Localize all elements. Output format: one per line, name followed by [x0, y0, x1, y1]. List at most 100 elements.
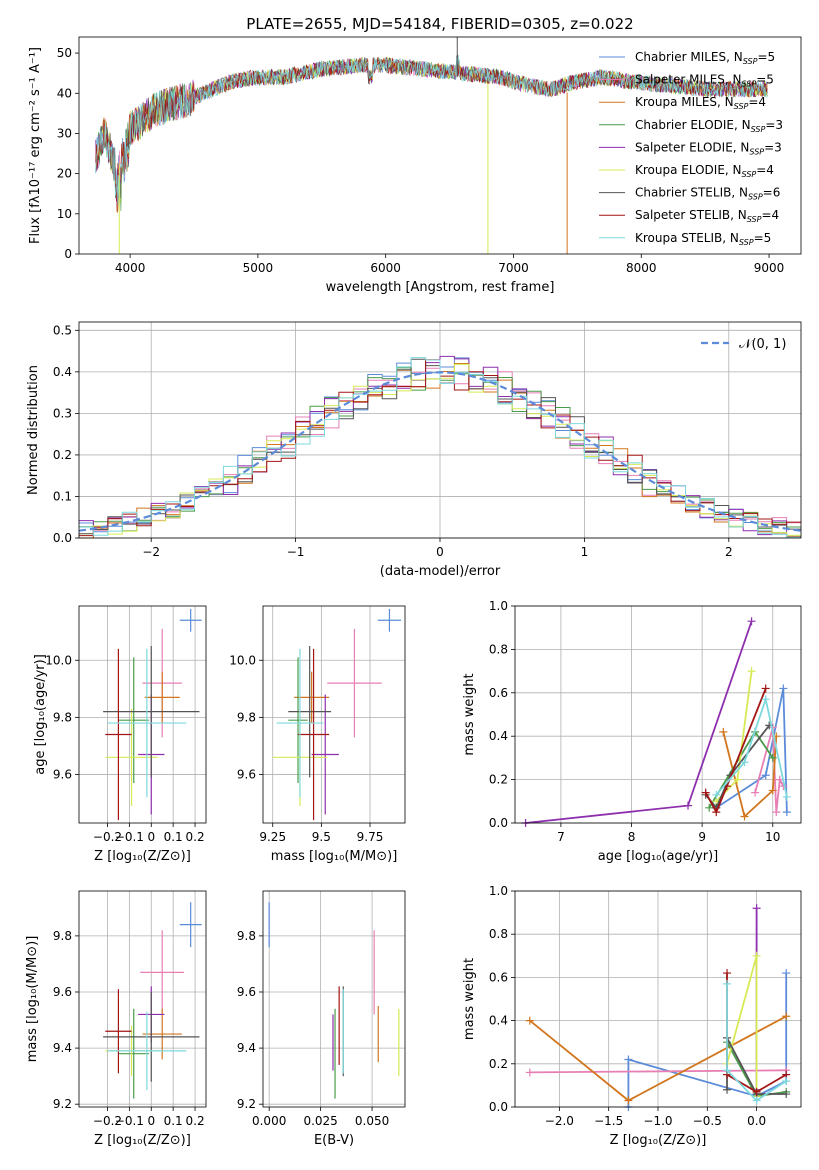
spectrum-ytick-label: 10	[57, 207, 72, 221]
weight-vs-age-point-marker	[712, 808, 721, 817]
residuals-ytick-label: 0.5	[53, 323, 72, 337]
mass-vs-EBV-ytick-label: 9.2	[237, 1097, 256, 1111]
age-vs-mass-xlabel: mass [log₁₀(M/M⊙)]	[271, 849, 398, 864]
age-vs-mass-ytick-label: 9.6	[237, 767, 256, 781]
weight-vs-age-point-marker	[684, 801, 693, 810]
residuals-ytick-label: 0.4	[53, 365, 72, 379]
age-vs-mass-xtick-label: 9.5	[312, 830, 331, 844]
spectrum-xtick-label: 8000	[626, 261, 657, 275]
mass-vs-Z-xtick-label: 0	[147, 1114, 155, 1128]
mass-vs-Z-frame	[78, 890, 207, 1108]
mass-vs-EBV-ytick-label: 9.4	[237, 1041, 256, 1055]
residuals-xtick-label: 2	[725, 545, 733, 559]
weight-vs-age-ytick-label: 0.4	[489, 729, 508, 743]
spectrum-line-7	[95, 57, 768, 212]
age-vs-Z-xtick-label: 0	[147, 830, 155, 844]
age-vs-Z-ytick-label: 9.6	[53, 767, 72, 781]
weight-vs-age-point-marker	[701, 788, 710, 797]
grid-layer	[79, 322, 801, 1108]
age-vs-mass-ytick-label: 9.8	[237, 710, 256, 724]
weight-vs-age-series-line	[704, 688, 767, 815]
spectrum-frame	[78, 36, 802, 255]
spectrum-ytick-label: 50	[57, 46, 72, 60]
weight-vs-age-point-marker	[747, 617, 756, 626]
residual-legend-label: 𝒩(0, 1)	[739, 337, 786, 352]
weight-vs-Z-ytick-label: 0.0	[489, 1100, 508, 1114]
spectrum-legend-label: Kroupa MILES, NSSP=4	[635, 95, 766, 111]
weight-vs-age-point-marker	[712, 790, 721, 799]
age-vs-Z-ylabel: age [log₁₀(age/yr)]	[33, 654, 48, 775]
spectrum-xtick-label: 6000	[370, 261, 401, 275]
weight-vs-age-point-marker	[761, 684, 770, 693]
weight-vs-Z-ytick-label: 0.8	[489, 927, 508, 941]
weight-vs-Z-point-marker	[723, 969, 732, 978]
weight-vs-Z-xtick-label: −1.0	[643, 1114, 672, 1128]
weight-vs-age-xtick-label: 9	[698, 830, 706, 844]
weight-vs-age-xlabel: age [log₁₀(age/yr)]	[598, 849, 719, 864]
weight-vs-Z-point-marker	[624, 1096, 633, 1105]
weight-vs-Z-ylabel: mass weight	[462, 958, 477, 1040]
spectrum-ytick-label: 40	[57, 86, 72, 100]
age-vs-Z-xtick-label: 0.1	[164, 830, 183, 844]
weight-vs-Z-point-marker	[723, 979, 732, 988]
weight-vs-age-series-line	[715, 695, 788, 798]
spectrum-xtick-label: 5000	[243, 261, 274, 275]
weight-vs-age-point-marker	[740, 812, 749, 821]
weight-vs-age-point-marker	[768, 786, 777, 795]
mass-vs-Z-xlabel: Z [log₁₀(Z/Z⊙)]	[94, 1133, 191, 1148]
mass-vs-Z-xtick-label: 0.2	[186, 1114, 205, 1128]
age-vs-mass-frame	[262, 605, 406, 824]
mass-vs-EBV-ytick-label: 9.6	[237, 985, 256, 999]
mass-vs-Z-ytick-label: 9.4	[53, 1041, 72, 1055]
weight-vs-Z-point-marker	[752, 904, 761, 913]
weight-vs-age-series-line	[705, 724, 770, 810]
weight-vs-Z-series-line	[529, 1069, 787, 1074]
residuals-ytick-label: 0.2	[53, 448, 72, 462]
spectrum-legend-label: Salpeter ELODIE, NSSP=3	[635, 140, 782, 156]
mass-vs-Z-ylabel: mass [log₁₀(M/M⊙)]	[25, 936, 40, 1063]
weight-vs-age-point-marker	[705, 803, 714, 812]
residuals-xtick-label: 1	[581, 545, 589, 559]
residuals-xtick-label: −1	[287, 545, 305, 559]
weight-vs-age-point-marker	[782, 792, 791, 801]
spectrum-xtick-label: 7000	[498, 261, 529, 275]
weight-vs-age-ytick-label: 0.2	[489, 773, 508, 787]
weight-vs-age-series-line	[708, 730, 774, 809]
spectrum-ylabel: Flux [fλ10⁻¹⁷ erg cm⁻² s⁻¹ A⁻¹]	[28, 47, 43, 244]
mass-vs-EBV-xtick-label: 0.000	[252, 1114, 286, 1128]
weight-vs-Z-frame	[514, 890, 802, 1108]
age-vs-mass-ytick-label: 10.0	[229, 653, 256, 667]
residuals-ytick-label: 0.3	[53, 406, 72, 420]
weight-vs-Z-point-marker	[723, 1085, 732, 1094]
weight-vs-age-series-line	[754, 727, 785, 813]
age-vs-Z-xtick-label: −0.1	[115, 830, 144, 844]
age-vs-Z-ytick-label: 10.0	[45, 653, 72, 667]
weight-vs-age-point-marker	[768, 753, 777, 762]
residuals-ytick-label: 0.1	[53, 489, 72, 503]
weight-vs-age-ytick-label: 0.8	[489, 642, 508, 656]
weight-vs-Z-xtick-label: −0.5	[693, 1114, 722, 1128]
mass-vs-EBV-xtick-label: 0.050	[355, 1114, 389, 1128]
weight-vs-Z-ytick-label: 0.6	[489, 970, 508, 984]
weight-vs-Z-point-marker	[525, 1068, 534, 1077]
spectrum-legend-label: Kroupa ELODIE, NSSP=4	[635, 163, 774, 179]
weight-vs-Z-series-line	[726, 983, 787, 1102]
residuals-ytick-label: 0.0	[53, 531, 72, 545]
spectrum-legend-label: Chabrier STELIB, NSSP=6	[635, 186, 780, 202]
mass-vs-EBV-frame	[262, 890, 406, 1108]
spectrum-legend-label: Chabrier ELODIE, NSSP=3	[635, 118, 783, 134]
spectrum-line-8	[95, 55, 768, 209]
weight-vs-Z-point-marker	[752, 951, 761, 960]
weight-vs-Z-ytick-label: 0.4	[489, 1014, 508, 1028]
age-vs-Z-xtick-label: 0.2	[186, 830, 205, 844]
weight-vs-age-point-marker	[761, 695, 770, 704]
weight-vs-age-point-marker	[772, 808, 781, 817]
weight-vs-age-point-marker	[782, 808, 791, 817]
spectrum-legend-label: Salpeter MILES, NSSP=5	[635, 73, 774, 89]
weight-vs-age-point-marker	[719, 727, 728, 736]
gaussian-reference-curve	[78, 371, 802, 532]
weight-vs-Z-ytick-label: 1.0	[489, 884, 508, 898]
weight-vs-Z-point-marker	[782, 1077, 791, 1086]
weight-vs-age-point-marker	[733, 775, 742, 784]
